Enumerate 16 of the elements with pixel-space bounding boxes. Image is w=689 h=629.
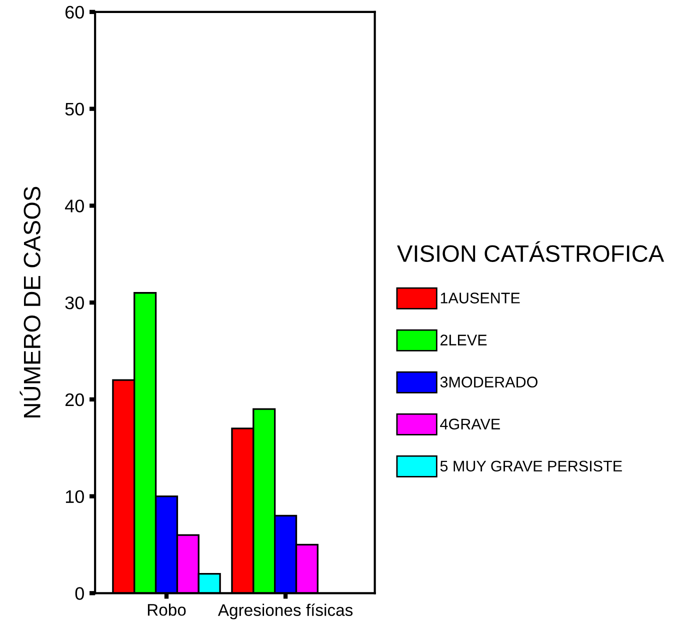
legend-label: 2LEVE: [440, 334, 487, 346]
legend-label: 5 MUY GRAVE PERSISTE: [440, 460, 622, 472]
y-tick-label: 10: [66, 490, 84, 503]
legend-label: 1AUSENTE: [440, 292, 520, 304]
legend-label: 3MODERADO: [440, 376, 538, 388]
x-tick-label: Robo: [148, 604, 186, 616]
y-tick-label: 20: [65, 393, 84, 406]
y-tick-label: 0: [75, 587, 84, 600]
y-tick-label: 30: [65, 296, 84, 310]
y-tick-label: 60: [66, 6, 84, 19]
legend-title: VISION CATÁSTROFICA: [397, 241, 664, 262]
y-tick-label: 40: [65, 200, 84, 212]
x-tick-label: Agresiones físicas: [218, 604, 353, 620]
y-tick-label: 50: [65, 102, 84, 116]
legend-label: 4GRAVE: [440, 418, 500, 430]
y-axis-title: NÚMERO DE CASOS: [20, 186, 40, 418]
